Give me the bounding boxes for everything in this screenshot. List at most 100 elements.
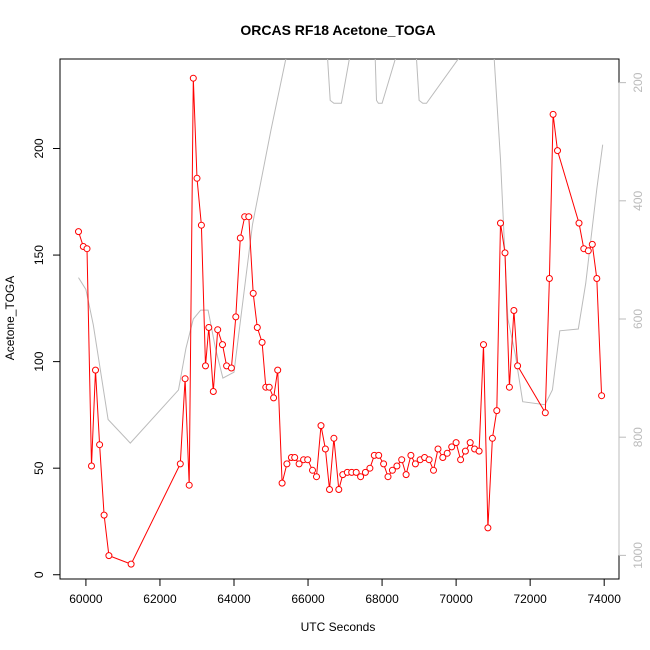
data-point: [575, 219, 583, 227]
data-point: [375, 451, 383, 459]
data-point: [541, 409, 549, 417]
data-point: [127, 560, 135, 568]
data-point: [274, 366, 282, 374]
data-point: [452, 439, 460, 447]
x-tick-label: 74000: [588, 592, 622, 606]
data-point: [278, 479, 286, 487]
right-tick-label: 600: [631, 309, 645, 329]
data-point: [493, 407, 501, 415]
plot-frame: [59, 58, 620, 580]
series-group: [75, 59, 606, 568]
x-tick-label: 64000: [217, 592, 251, 606]
right-tick-label: 800: [631, 427, 645, 447]
data-point: [393, 462, 401, 470]
data-point: [388, 466, 396, 474]
data-point: [480, 341, 487, 349]
x-axis-label: UTC Seconds: [301, 620, 376, 634]
data-point: [330, 434, 338, 442]
data-point: [209, 388, 217, 395]
data-point: [549, 110, 557, 118]
data-point: [253, 324, 261, 331]
data-point: [457, 456, 465, 464]
data-point: [96, 441, 104, 449]
data-point: [588, 240, 596, 248]
data-point: [75, 228, 82, 236]
data-point: [219, 341, 226, 349]
y-tick-label: 0: [32, 571, 46, 578]
data-point: [475, 447, 483, 455]
data-point: [100, 511, 108, 519]
data-point: [448, 443, 456, 451]
data-point: [584, 247, 592, 255]
data-point: [181, 375, 189, 383]
y-tick-label: 150: [32, 245, 46, 265]
data-point: [425, 456, 433, 464]
data-point: [309, 466, 316, 474]
data-point: [249, 289, 257, 297]
y-tick-label: 200: [32, 138, 46, 158]
data-point: [488, 434, 496, 442]
x-tick-label: 72000: [513, 592, 547, 606]
data-point: [402, 471, 410, 479]
data-point: [380, 460, 388, 468]
data-point: [545, 275, 553, 282]
data-point: [214, 326, 222, 334]
data-point: [245, 213, 253, 221]
y-tick-label: 50: [32, 461, 46, 475]
data-point: [197, 221, 205, 229]
data-point: [317, 422, 325, 430]
data-point: [227, 364, 235, 372]
data-point: [236, 234, 244, 242]
data-point: [510, 307, 518, 314]
data-point: [434, 445, 442, 453]
data-point: [461, 447, 469, 455]
y-tick-label: 100: [32, 351, 46, 371]
data-point: [501, 249, 509, 257]
data-point: [185, 481, 193, 489]
data-point: [443, 449, 451, 457]
right-tick-label: 200: [631, 72, 645, 92]
data-point: [466, 439, 474, 447]
data-point: [398, 456, 406, 464]
data-point: [357, 473, 365, 481]
data-point: [335, 486, 343, 493]
x-tick-label: 60000: [69, 592, 103, 606]
altitude-line: [78, 59, 604, 444]
x-tick-label: 70000: [439, 592, 473, 606]
data-point: [189, 74, 197, 82]
data-point: [232, 313, 240, 321]
x-tick-label: 68000: [365, 592, 399, 606]
data-point: [193, 174, 201, 182]
x-tick-label: 62000: [143, 592, 177, 606]
chart-title: ORCAS RF18 Acetone_TOGA: [240, 22, 435, 38]
right-tick-label: 400: [631, 190, 645, 210]
data-point: [407, 451, 415, 459]
data-point: [202, 362, 209, 370]
data-point: [313, 473, 320, 481]
data-point: [304, 456, 312, 464]
data-point: [88, 462, 95, 470]
data-point: [593, 275, 601, 282]
data-point: [352, 468, 360, 476]
data-point: [83, 245, 91, 253]
y-axis-label: Acetone_TOGA: [3, 276, 17, 361]
x-tick-label: 66000: [291, 592, 325, 606]
data-point: [411, 460, 419, 468]
data-point: [554, 147, 561, 155]
y-axis: 0 50 100 150 200: [32, 138, 61, 578]
data-point: [361, 468, 369, 476]
right-axis: 200 400 600 800 1000: [618, 72, 645, 569]
data-point: [321, 445, 329, 453]
data-point: [384, 473, 392, 481]
data-point: [497, 219, 504, 227]
data-point: [598, 392, 606, 400]
data-point: [295, 460, 303, 468]
data-point: [326, 486, 333, 493]
data-point: [258, 338, 266, 346]
data-point: [505, 383, 513, 391]
right-tick-label: 1000: [631, 542, 645, 569]
data-point: [291, 454, 299, 461]
data-point: [514, 362, 522, 370]
